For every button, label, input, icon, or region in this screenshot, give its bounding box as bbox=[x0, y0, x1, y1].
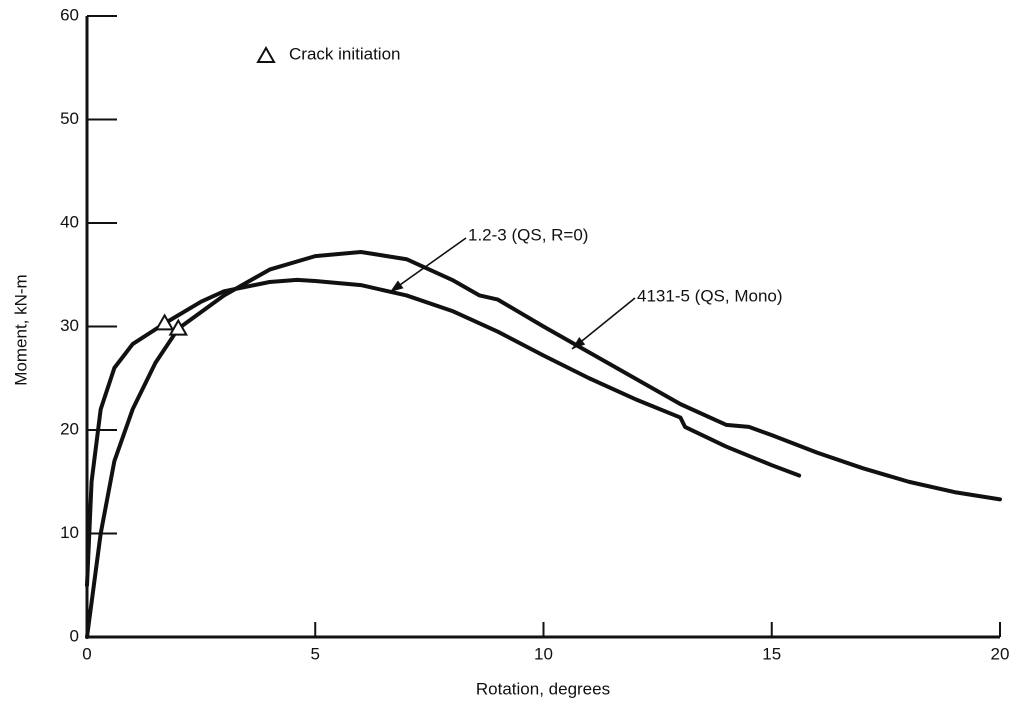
y-tick-label: 20 bbox=[60, 419, 79, 438]
line-series bbox=[85, 277, 802, 588]
y-tick-label: 40 bbox=[60, 212, 79, 231]
line-series bbox=[85, 249, 1002, 639]
x-tick-label: 5 bbox=[311, 644, 320, 663]
x-tick-label: 10 bbox=[534, 644, 553, 663]
series-annotation: 4131-5 (QS, Mono) bbox=[637, 286, 783, 305]
y-axis-label: Moment, kN-m bbox=[11, 274, 30, 385]
x-tick-label: 15 bbox=[762, 644, 781, 663]
crack-marker bbox=[154, 313, 175, 331]
arrow-head bbox=[572, 336, 586, 349]
x-tick-label: 0 bbox=[82, 644, 91, 663]
y-tick-label: 0 bbox=[70, 626, 79, 645]
annotation-arrow bbox=[571, 297, 636, 350]
arrow-head bbox=[390, 280, 404, 292]
series-annotation: 1.2-3 (QS, R=0) bbox=[468, 225, 588, 244]
x-tick-label: 20 bbox=[991, 644, 1010, 663]
x-axis-label: Rotation, degrees bbox=[476, 679, 610, 698]
y-tick-label: 30 bbox=[60, 316, 79, 335]
y-tick-label: 10 bbox=[60, 523, 79, 542]
annotation-arrow bbox=[389, 237, 467, 293]
crack-marker bbox=[168, 318, 189, 336]
y-tick-label: 60 bbox=[60, 5, 79, 24]
legend-label: Crack initiation bbox=[289, 44, 401, 63]
y-tick-label: 50 bbox=[60, 109, 79, 128]
legend-symbol bbox=[256, 45, 276, 63]
